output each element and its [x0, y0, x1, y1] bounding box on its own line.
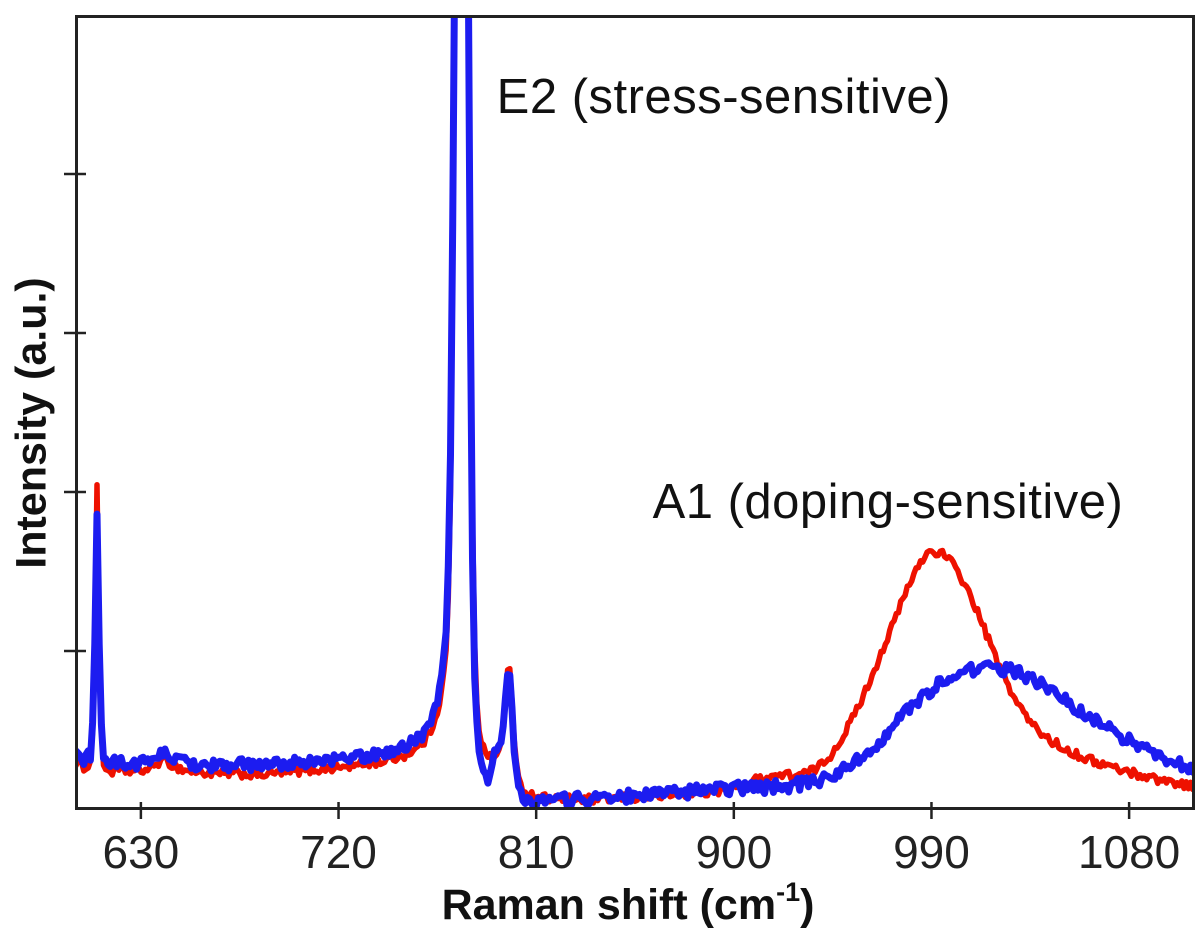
x-tick-label: 810	[498, 826, 575, 878]
annotation-a1-label: A1 (doping-sensitive)	[652, 475, 1124, 530]
x-axis-title-end: )	[800, 881, 815, 929]
blue-trace	[75, 15, 1195, 810]
x-axis-tick-labels: 630 720 810 900 990 1080	[103, 826, 1181, 878]
plot-border	[75, 15, 1195, 810]
y-axis-ticks	[64, 172, 86, 653]
trace-group	[75, 15, 1195, 810]
red-trace	[75, 15, 1195, 806]
x-axis-title: Raman shift (cm-1)	[441, 877, 815, 929]
x-axis-title-base: Raman shift (cm	[441, 881, 777, 929]
x-tick-label: 990	[893, 826, 970, 878]
annotation-e2-label: E2 (stress-sensitive)	[496, 69, 951, 124]
x-tick-label: 1080	[1078, 826, 1180, 878]
x-tick-label: 720	[300, 826, 377, 878]
x-axis-ticks	[139, 802, 1131, 819]
x-axis-title-superscript: -1	[776, 877, 801, 907]
x-tick-label: 900	[695, 826, 772, 878]
y-axis-title: Intensity (a.u.)	[7, 277, 56, 569]
x-tick-label: 630	[103, 826, 180, 878]
